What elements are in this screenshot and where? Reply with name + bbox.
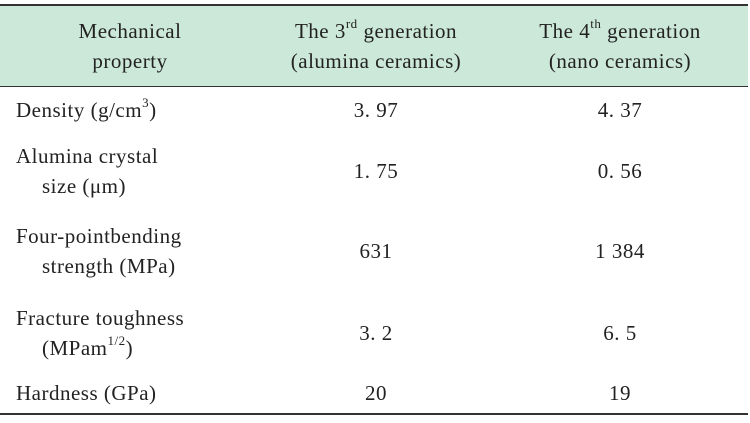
label-sup: 3 [142,94,150,110]
label-line1: Fracture toughness [16,305,185,330]
label-line2: size (μm) [42,174,126,198]
table-row-hardness: Hardness (GPa) 20 19 [0,373,748,415]
header-3rd-generation: The 3rd generation (alumina ceramics) [260,6,492,87]
header-col2-sup: rd [345,16,358,31]
table-header-row: Mechanical property The 3rd generation (… [0,6,748,87]
header-col3-sup: th [590,16,602,31]
label-line1: Four-pointbending [16,223,182,248]
cell-3rd-generation: 1. 75 [353,159,399,183]
label-text: Density (g/cm [16,97,143,122]
row-label: Alumina crystal size (μm) [0,133,260,210]
header-col2-pre: The 3 [294,19,346,43]
label-sup: 1/2 [107,332,126,348]
row-label: Fracture toughness (MPam1/2) [0,292,260,374]
label-line1: Alumina crystal [16,144,159,168]
cell-3rd-generation: 3. 2 [359,320,393,345]
cell-3rd-generation: 3. 97 [353,97,399,122]
header-col3-post: generation [601,19,701,43]
label-text: (MPam [42,335,108,360]
header-col2-post: generation [357,19,458,43]
label-text: ) [125,335,134,360]
header-col2-line2: (alumina ceramics) [290,49,462,73]
table-top-rule [0,4,748,6]
header-mechanical-property: Mechanical property [0,6,260,87]
cell-4th-generation: 4. 37 [597,97,643,122]
label-text: ) [149,97,157,122]
header-col3-pre: The 4 [539,19,591,43]
table-row-fracture-toughness: Fracture toughness (MPam1/2) 3. 2 6. 5 [0,292,748,374]
table-row-bending-strength: Four-pointbending strength (MPa) 631 1 38… [0,210,748,292]
header-col3-line2: (nano ceramics) [548,49,692,73]
row-label: Four-pointbending strength (MPa) [0,210,260,292]
row-label: Hardness (GPa) [0,373,260,415]
table-row-crystal-size: Alumina crystal size (μm) 1. 75 0. 56 [0,133,748,210]
cell-3rd-generation: 20 [260,373,492,415]
label-line2: strength (MPa) [42,253,176,278]
cell-4th-generation: 1 384 [595,238,645,263]
row-label: Density (g/cm3) [0,87,260,133]
header-col1-line2: property [92,49,168,73]
cell-4th-generation: 6. 5 [603,320,637,345]
cell-4th-generation: 19 [492,373,748,415]
label-line2: (MPam1/2) [16,333,260,363]
cell-4th-generation: 0. 56 [597,159,643,183]
mechanical-properties-table: Mechanical property The 3rd generation (… [0,6,748,415]
cell-3rd-generation: 631 [359,238,393,263]
label-line1: Hardness (GPa) [16,381,157,405]
header-4th-generation: The 4th generation (nano ceramics) [492,6,748,87]
header-col1-line1: Mechanical [78,19,182,43]
table-row-density: Density (g/cm3) 3. 97 4. 37 [0,87,748,133]
